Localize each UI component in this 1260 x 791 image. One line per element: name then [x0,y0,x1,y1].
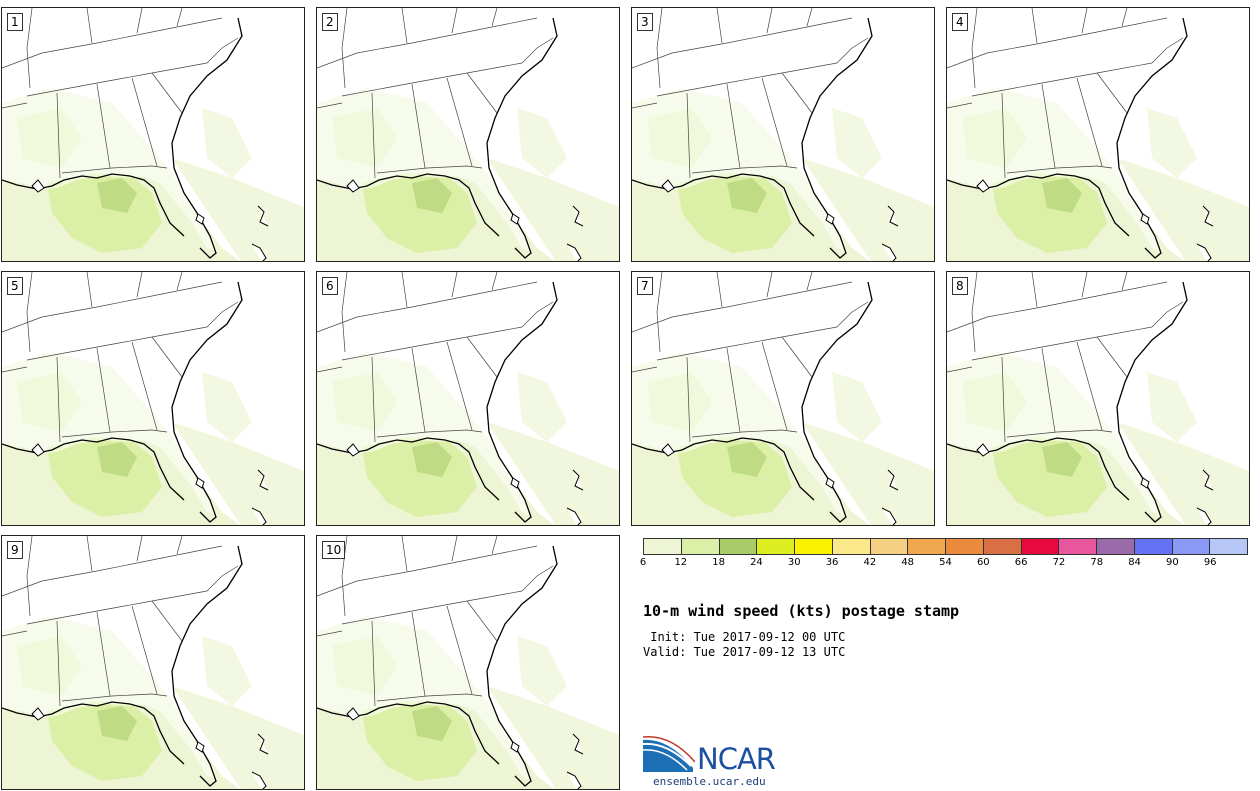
map-panel: 10 [316,535,620,790]
colorbar-swatch [1210,539,1247,554]
colorbar-swatch [1097,539,1135,554]
colorbar-swatch [832,539,871,554]
colorbar-swatch [1059,539,1097,554]
colorbar-swatch [681,539,720,554]
colorbar-tick-label: 60 [976,557,990,568]
init-time: Init: Tue 2017-09-12 00 UTC [643,630,846,644]
ensemble-url: ensemble.ucar.edu [653,775,766,788]
chart-title: 10-m wind speed (kts) postage stamp [643,602,960,620]
colorbar-swatch [1172,539,1211,554]
colorbar-tick-label: 6 [639,557,647,568]
colorbar-swatch [757,539,795,554]
panel-number-label: 4 [952,13,968,31]
colorbar-tick-label: 12 [674,557,688,568]
colorbar-tick-label: 36 [825,557,839,568]
colorbar-tick-label: 90 [1166,557,1179,568]
panel-number-label: 6 [322,277,338,295]
panel-number-label: 1 [7,13,23,31]
panel-number-label: 3 [637,13,653,31]
map-panel: 1 [1,7,305,262]
panel-number-label: 10 [322,541,346,559]
colorbar-swatch [644,539,682,554]
colorbar-legend: 6 12 18 24 30 36 42 48 54 60 66 72 78 84 90 96 [639,538,1248,568]
panel-number-label: 5 [7,277,23,295]
map-panel: 6 [316,271,620,526]
map-panel: 8 [946,271,1250,526]
colorbar-tick-label: 24 [750,557,763,568]
ncar-logo-text: NCAR [697,742,776,776]
ncar-swoosh-icon [642,735,696,772]
panel-number-label: 8 [952,277,968,295]
map-panel: 9 [1,535,305,790]
colorbar-tick-label: 66 [1014,557,1028,568]
panel-number-label: 2 [322,13,338,31]
colorbar-swatch [983,539,1022,554]
colorbar-tick-label: 48 [901,557,915,568]
colorbar-swatch [946,539,984,554]
colorbar-swatch [870,539,909,554]
colorbar-swatches [643,538,1248,555]
colorbar-tick-label: 78 [1090,557,1104,568]
map-panel: 2 [316,7,620,262]
colorbar-tick-label: 72 [1052,557,1066,568]
map-panel: 7 [631,271,935,526]
colorbar-swatch [1134,539,1173,554]
map-panel: 5 [1,271,305,526]
map-panel: 4 [946,7,1250,262]
colorbar-tick-label: 30 [787,557,801,568]
panel-number-label: 7 [637,277,653,295]
colorbar-swatch [908,539,946,554]
ncar-logo: NCAR ensemble.ucar.edu [642,734,793,790]
colorbar-swatch [719,539,758,554]
colorbar-swatch [1021,539,1060,554]
valid-time: Valid: Tue 2017-09-12 13 UTC [643,645,846,659]
colorbar-tick-label: 18 [712,557,725,568]
panel-number-label: 9 [7,541,23,559]
colorbar-tick-label: 84 [1128,557,1141,568]
colorbar-tick-label: 54 [939,557,952,568]
colorbar-tick-label: 96 [1203,557,1217,568]
map-panel: 3 [631,7,935,262]
colorbar-swatch [795,539,833,554]
colorbar-tick-label: 42 [863,557,877,568]
